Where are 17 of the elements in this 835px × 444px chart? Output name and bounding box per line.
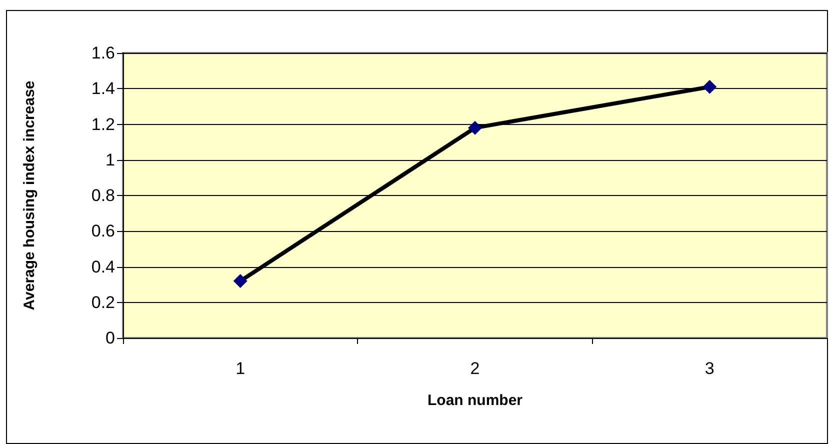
y-tick-label: 1.4 — [91, 79, 115, 98]
y-tick-label: 0.8 — [91, 186, 115, 205]
y-tick-label: 1.6 — [91, 44, 115, 62]
point — [233, 274, 248, 288]
x-tick-label: 1 — [236, 359, 246, 378]
x-tick-label: 3 — [704, 359, 714, 378]
point — [468, 120, 482, 135]
point — [702, 80, 717, 94]
y-tick-label: 0.4 — [91, 257, 115, 276]
y-tick-label: 0.6 — [91, 222, 115, 241]
y-tick-label: 1 — [106, 150, 115, 170]
y-axis-title: Average housing index increase — [21, 80, 38, 310]
y-tick-label: 0 — [106, 328, 115, 348]
y-tick-label: 0.2 — [91, 292, 115, 312]
y-tick-label: 1.2 — [91, 114, 115, 134]
x-axis-title: Loan number — [427, 392, 523, 409]
x-tick-label: 2 — [470, 359, 480, 378]
